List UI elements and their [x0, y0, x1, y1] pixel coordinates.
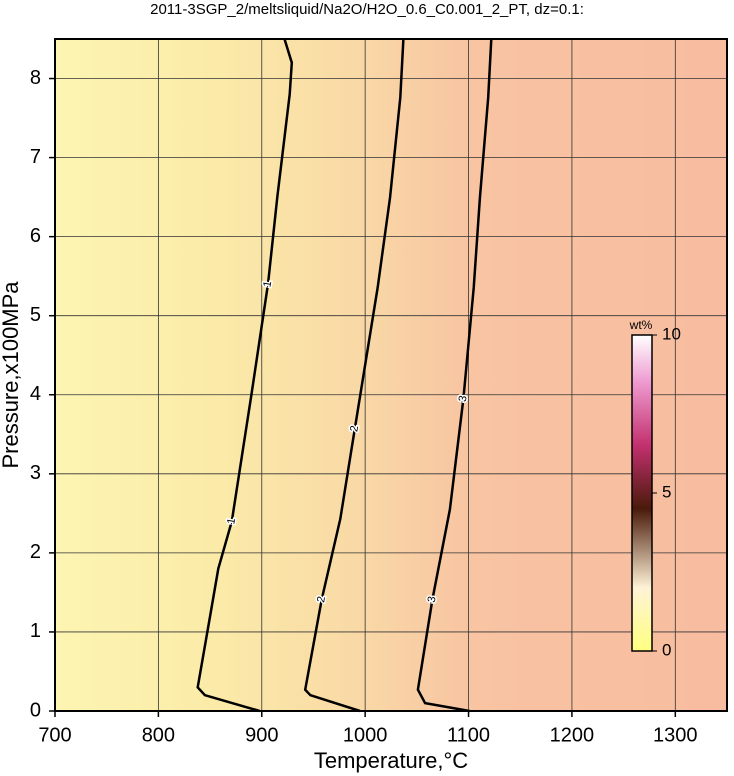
- x-tick-label: 1300: [653, 724, 698, 746]
- contour-label: 3: [426, 595, 439, 603]
- colorbar-tick-label: 5: [662, 482, 671, 501]
- contour-label: 3: [457, 395, 470, 403]
- x-tick-label: 1100: [447, 724, 490, 746]
- x-tick-label: 900: [245, 724, 278, 746]
- colorbar-tick-label: 0: [662, 640, 671, 659]
- y-tick-label: 0: [30, 699, 41, 721]
- y-tick-label: 3: [30, 462, 41, 484]
- contour-line: [416, 38, 493, 713]
- contour-label: 2: [348, 425, 361, 433]
- contour-line: [196, 38, 294, 713]
- x-tick-label: 800: [142, 724, 175, 746]
- y-tick-label: 4: [30, 383, 41, 405]
- x-tick-label: 1000: [343, 724, 388, 746]
- x-tick-label: 700: [38, 724, 71, 746]
- y-axis-label: Pressure,x100MPa: [0, 281, 23, 469]
- x-axis-label: Temperature,°C: [314, 748, 468, 773]
- contour-line: [303, 38, 405, 713]
- y-tick-label: 8: [30, 67, 41, 89]
- colorbar-tick-label: 10: [662, 324, 681, 343]
- y-tick-label: 5: [30, 304, 41, 326]
- plot-frame: [54, 38, 728, 712]
- y-tick-label: 6: [30, 225, 41, 247]
- y-tick-label: 2: [30, 541, 41, 563]
- chart-title: 2011-3SGP_2/meltsliquid/Na2O/H2O_0.6_C0.…: [150, 1, 584, 18]
- colorbar-label: wt%: [629, 318, 653, 332]
- plot-background: [55, 39, 727, 711]
- colorbar: [631, 334, 653, 652]
- y-tick-label: 1: [30, 620, 41, 642]
- contour-label: 1: [261, 280, 274, 288]
- x-tick-label: 1200: [550, 724, 595, 746]
- y-tick-label: 7: [30, 146, 41, 168]
- contour-label: 2: [315, 595, 328, 603]
- contour-label: 1: [225, 517, 238, 525]
